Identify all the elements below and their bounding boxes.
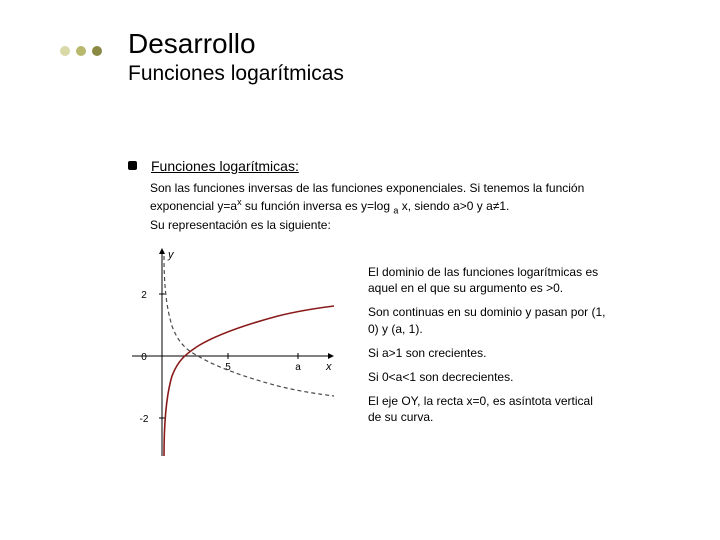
dot-3 (92, 46, 102, 56)
svg-text:0: 0 (141, 352, 147, 363)
prop-decreasing: Si 0<a<1 son decrecientes. (368, 369, 608, 385)
svg-text:a: a (295, 362, 301, 373)
page-title: Desarrollo (128, 28, 256, 60)
svg-text:-2: -2 (140, 414, 149, 425)
para2: Su representación es la siguiente: (150, 218, 331, 232)
dot-2 (76, 46, 86, 56)
svg-text:x: x (325, 361, 332, 373)
prop-asymptote: El eje OY, la recta x=0, es asíntota ver… (368, 393, 608, 425)
svg-text:2: 2 (141, 290, 147, 301)
bullet-row: Funciones logarítmicas: (128, 158, 299, 174)
para1-c: x, siendo a>0 y a≠1. (398, 199, 509, 213)
log-graph-svg: yx20-25a (128, 246, 336, 460)
page-subtitle: Funciones logarítmicas (128, 62, 344, 86)
prop-domain: El dominio de las funciones logarítmicas… (368, 264, 608, 296)
dot-1 (60, 46, 70, 56)
intro-paragraph: Son las funciones inversas de las funcio… (150, 180, 650, 233)
accent-dots (60, 46, 102, 56)
bullet-heading: Funciones logarítmicas: (151, 158, 299, 174)
properties-column: El dominio de las funciones logarítmicas… (368, 264, 608, 434)
prop-continuity: Son continuas en su dominio y pasan por … (368, 304, 608, 336)
para1-b: su función inversa es y=log (242, 199, 394, 213)
prop-increasing: Si a>1 son crecientes. (368, 345, 608, 361)
log-graph: yx20-25a (128, 246, 336, 460)
bullet-icon (128, 161, 137, 170)
